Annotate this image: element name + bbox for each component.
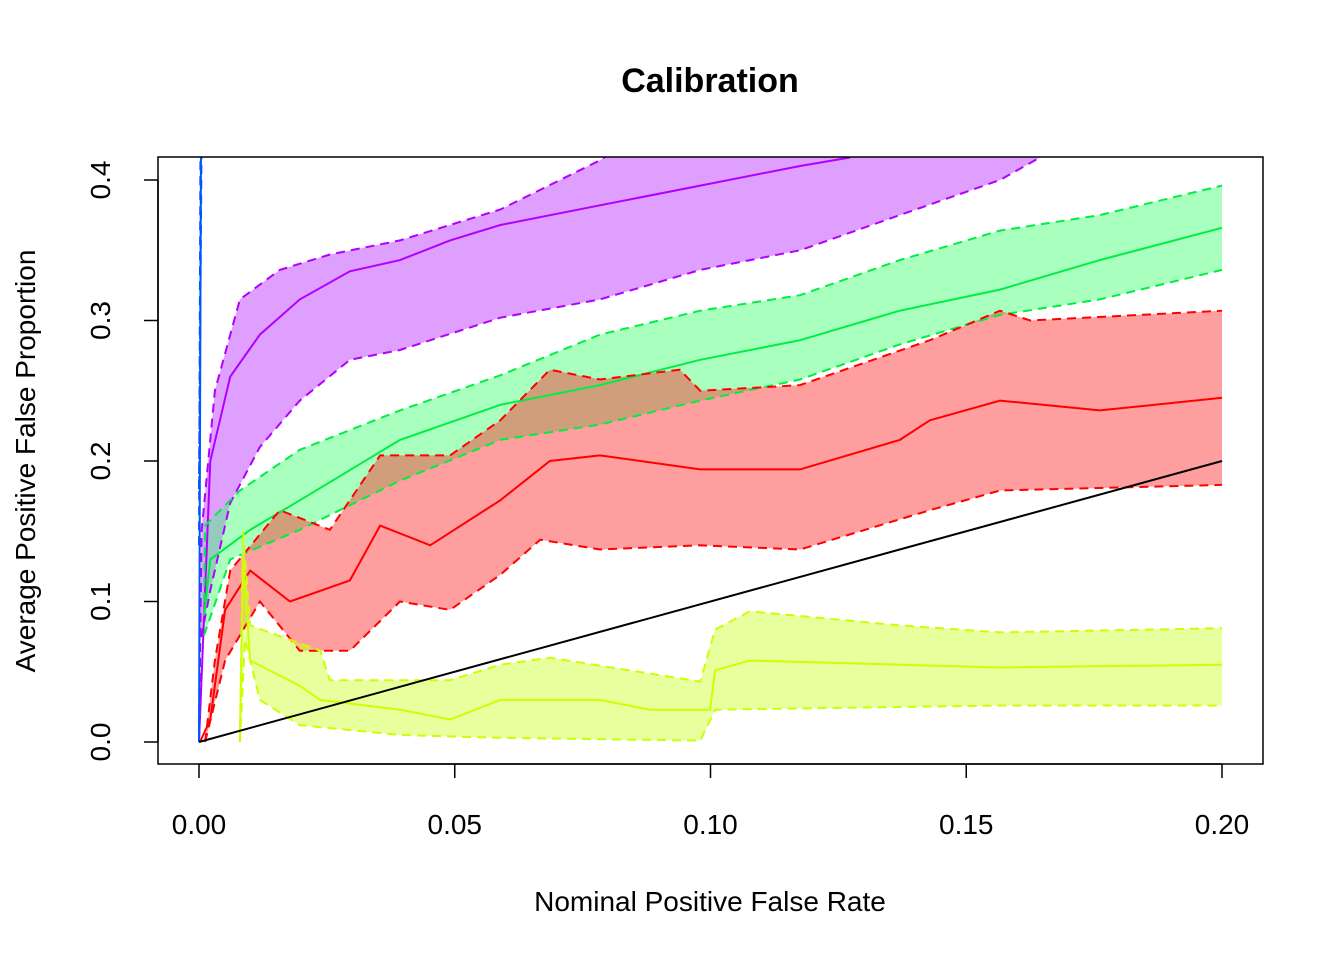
reference-line <box>198 460 1223 743</box>
x-tick-label: 0.00 <box>172 809 227 840</box>
purple-band <box>199 157 1040 742</box>
series-lines <box>198 157 1223 743</box>
purple-lower-line <box>198 157 1041 743</box>
yellow-green-band <box>239 531 1222 742</box>
red-lower-line <box>204 483 1223 743</box>
chart-title: Calibration <box>621 62 799 100</box>
green-band <box>204 185 1223 636</box>
axes: 0.00 0.05 0.10 0.15 0.20 0.0 0.1 0.2 0.3 0.4 <box>85 161 1249 840</box>
red-upper-line <box>204 309 1223 743</box>
x-tick-label: 0.15 <box>939 809 994 840</box>
green-lower-line <box>203 268 1223 636</box>
blue-mean-line <box>198 157 202 743</box>
x-tick-label: 0.10 <box>683 809 738 840</box>
green-mean-line <box>203 226 1223 616</box>
y-tick-label: 0.3 <box>85 301 116 340</box>
y-tick-label: 0.0 <box>85 723 116 762</box>
x-axis-label: Nominal Positive False Rate <box>534 886 886 917</box>
yellow-green-lower-line <box>238 639 1222 743</box>
confidence-bands <box>199 157 1223 742</box>
yellow-green-upper-line <box>238 531 1223 743</box>
purple-upper-line <box>198 157 607 743</box>
purple-mean-line <box>198 157 851 743</box>
yellow-green-mean-line <box>238 559 1223 743</box>
y-tick-label: 0.4 <box>85 161 116 200</box>
green-upper-line <box>203 184 1223 602</box>
x-tick-label: 0.05 <box>428 809 483 840</box>
y-axis-label: Average Positive False Proportion <box>10 250 41 673</box>
y-tick-label: 0.1 <box>85 582 116 621</box>
x-tick-label: 0.20 <box>1195 809 1250 840</box>
y-tick-label: 0.2 <box>85 442 116 481</box>
red-band <box>205 310 1223 742</box>
